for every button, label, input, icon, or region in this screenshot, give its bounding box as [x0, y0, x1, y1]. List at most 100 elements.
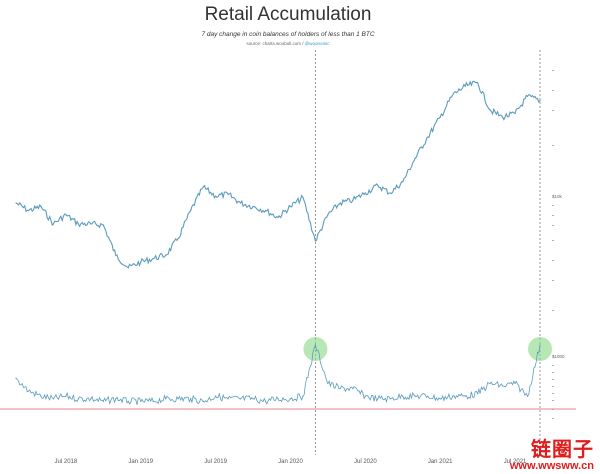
price-point	[514, 112, 516, 115]
axis-minor-tick	[552, 379, 554, 380]
price-point	[77, 223, 79, 225]
accumulation-point	[90, 398, 92, 400]
highlight-circle	[303, 337, 328, 361]
price-point	[526, 95, 529, 97]
source-label: source: charts.woobull.com /	[246, 41, 304, 46]
accumulation-point	[202, 400, 204, 402]
accumulation-point	[102, 400, 104, 402]
price-axis-label: $10k	[552, 194, 563, 199]
accumulation-point	[364, 395, 366, 397]
accumulation-point	[15, 377, 17, 379]
accumulation-point	[165, 398, 167, 400]
x-tick-label: Jul 2018	[55, 459, 78, 465]
accumulation-point	[427, 395, 429, 397]
axis-minor-tick	[552, 215, 554, 216]
price-point	[389, 192, 391, 194]
accumulation-series-line	[15, 343, 541, 405]
accumulation-point	[215, 395, 217, 397]
x-tick-label: Jan 2020	[278, 459, 303, 465]
price-point	[190, 209, 192, 212]
axis-minor-tick	[552, 372, 554, 373]
axis-minor-tick	[552, 418, 554, 419]
price-point	[177, 237, 179, 239]
price-point	[452, 94, 454, 96]
axis-minor-tick	[552, 310, 554, 311]
chart-source: source: charts.woobull.com / @woonomic	[0, 41, 576, 46]
accumulation-point	[52, 398, 55, 400]
price-point	[227, 193, 229, 195]
price-point	[489, 109, 491, 111]
accumulation-point	[464, 395, 466, 397]
price-point	[15, 202, 17, 204]
accumulation-point	[539, 344, 541, 346]
price-point	[414, 157, 416, 159]
accumulation-point	[501, 385, 504, 387]
axis-minor-tick	[552, 386, 554, 387]
price-point	[464, 85, 466, 87]
price-point	[402, 181, 404, 183]
chart-subtitle: 7 day change in coin balances of holders…	[201, 31, 375, 38]
accumulation-axis-label: $1000	[552, 354, 565, 359]
price-point	[477, 82, 479, 84]
accumulation-point	[377, 398, 379, 400]
accumulation-point	[227, 398, 229, 400]
x-tick-label: Jul 2021	[504, 459, 527, 465]
accumulation-point	[277, 398, 279, 400]
source-handle-link[interactable]: @woonomic	[304, 41, 330, 46]
price-point	[377, 184, 379, 187]
accumulation-point	[414, 395, 416, 397]
accumulation-point	[352, 387, 354, 390]
price-point	[327, 214, 329, 216]
price-point	[314, 240, 317, 242]
accumulation-point	[389, 398, 391, 400]
watermark: 链圈子 www.wwsww.cn	[510, 438, 594, 472]
axis-minor-tick	[552, 145, 554, 146]
highlight-circle	[528, 337, 552, 361]
price-point	[115, 254, 117, 256]
price-point	[90, 223, 92, 225]
accumulation-point	[152, 400, 154, 402]
axis-minor-tick	[552, 393, 554, 394]
accumulation-point	[289, 398, 292, 400]
accumulation-point	[452, 395, 454, 397]
accumulation-point	[489, 382, 491, 384]
price-point	[427, 136, 429, 138]
price-point	[277, 216, 279, 218]
axis-minor-tick	[552, 90, 554, 91]
price-point	[27, 209, 30, 212]
price-point	[165, 254, 167, 256]
accumulation-point	[327, 382, 329, 384]
axis-minor-tick	[552, 280, 554, 281]
accumulation-point	[27, 390, 30, 392]
accumulation-point	[477, 393, 479, 395]
axis-minor-tick	[552, 205, 554, 206]
axis-minor-tick	[552, 225, 554, 226]
watermark-url: www.wwsww.cn	[509, 460, 594, 472]
price-point	[239, 202, 242, 204]
accumulation-point	[77, 398, 79, 400]
price-point	[539, 99, 541, 102]
x-tick-label: Jul 2020	[354, 459, 377, 465]
axis-minor-tick	[552, 400, 554, 401]
price-point	[202, 186, 204, 188]
accumulation-point	[514, 382, 516, 384]
price-point	[40, 206, 42, 208]
price-point	[252, 206, 254, 208]
accumulation-point	[314, 344, 317, 346]
price-point	[65, 214, 67, 216]
price-series-line	[15, 80, 541, 269]
chart-title: Retail Accumulation	[204, 4, 372, 25]
accumulation-point	[127, 400, 129, 402]
price-point	[52, 223, 55, 225]
price-point	[102, 224, 104, 226]
price-point	[140, 261, 142, 263]
accumulation-point	[239, 398, 242, 400]
accumulation-point	[177, 398, 179, 400]
axis-minor-tick	[552, 365, 554, 366]
accumulation-point	[339, 387, 341, 390]
accumulation-point	[190, 398, 192, 400]
accumulation-point	[40, 395, 42, 397]
accumulation-point	[402, 395, 404, 397]
axis-minor-tick	[552, 260, 554, 261]
